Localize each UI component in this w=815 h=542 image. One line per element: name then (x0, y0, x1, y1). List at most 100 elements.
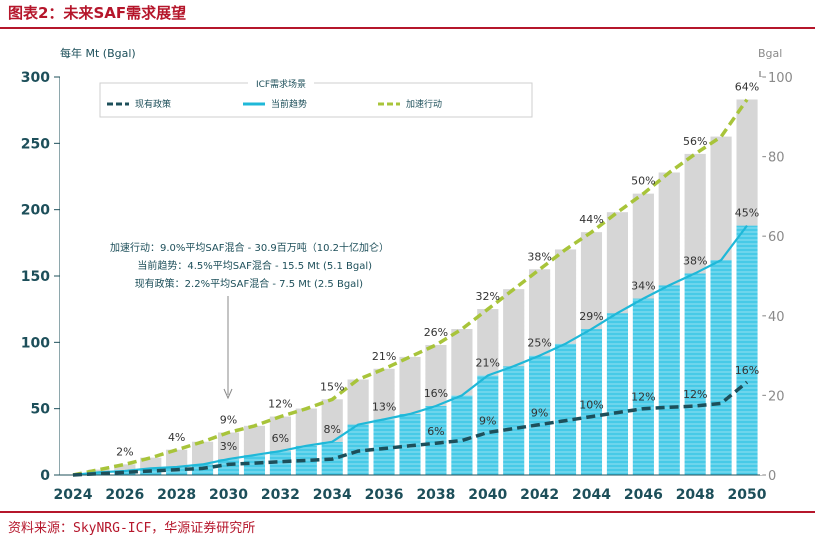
bar-accelerate-top (399, 356, 421, 414)
x-tick-label: 2044 (572, 487, 611, 503)
x-tick-label: 2026 (105, 487, 144, 503)
bar-gap (653, 77, 659, 475)
label-current: 45% (735, 207, 759, 220)
y-tick-label: 150 (21, 269, 50, 285)
bar-current (684, 273, 706, 475)
bar-gap (628, 77, 633, 475)
top-rule (0, 27, 815, 29)
x-tick-label: 2038 (416, 487, 455, 503)
annotation-line: 当前趋势：4.5%平均SAF混合 - 15.5 Mt (5.1 Bgal) (137, 259, 372, 272)
bar-accelerate-top (580, 232, 603, 330)
bar-gap (757, 77, 763, 475)
bar-gap (316, 77, 322, 475)
bar-gap (187, 77, 192, 475)
label-policy: 9% (531, 407, 548, 420)
bar-current (736, 225, 758, 475)
legend-box (99, 82, 533, 118)
bar-gap (550, 77, 555, 475)
label-current: 3% (220, 440, 237, 453)
bar-accelerate-top (425, 344, 447, 407)
label-accelerate: 32% (476, 290, 500, 303)
label-policy: 6% (427, 425, 444, 438)
bar-gap (576, 77, 581, 475)
x-tick-label: 2050 (728, 487, 767, 503)
bar-current (710, 260, 732, 475)
bar-accelerate-top (554, 249, 577, 344)
bar-accelerate-top (529, 269, 551, 356)
bar-gap (602, 77, 607, 475)
x-tick-label: 2036 (365, 487, 404, 503)
bar-accelerate-top (606, 212, 629, 314)
label-current: 6% (272, 432, 289, 445)
x-tick-label: 2034 (313, 487, 352, 503)
bar-current (580, 329, 603, 475)
bar-accelerate-top (736, 99, 758, 226)
bar-accelerate-top (88, 469, 110, 473)
bar-current (554, 343, 577, 475)
bar-accelerate-top (451, 329, 473, 396)
bar-gap (368, 77, 374, 475)
bar-current (632, 298, 654, 475)
bar-accelerate-top (684, 153, 706, 274)
line-current (72, 224, 748, 477)
y2-tick-label: 80 (768, 151, 785, 166)
y2-tick-label: 40 (768, 310, 785, 325)
label-current: 29% (579, 310, 603, 323)
y-tick-label: 100 (21, 335, 50, 351)
label-accelerate: 9% (220, 414, 237, 427)
legend-label: 加速行动 (406, 98, 442, 110)
label-policy: 12% (631, 391, 655, 404)
x-tick-label: 2024 (53, 487, 92, 503)
bar-accelerate-top (503, 289, 525, 367)
annotation-line: 现有政策：2.2%平均SAF混合 - 7.5 Mt (2.5 Bgal) (135, 277, 363, 290)
label-accelerate: 26% (424, 326, 448, 339)
bar-accelerate-top (191, 441, 214, 465)
label-policy: 16% (735, 364, 759, 377)
label-current: 16% (424, 387, 448, 400)
label-accelerate: 2% (116, 445, 133, 458)
label-accelerate: 44% (579, 213, 603, 226)
bar-current (425, 406, 447, 475)
y-axis-label: 每年 Mt (Bgal) (60, 46, 136, 60)
y2-axis-label: Bgal (758, 47, 782, 60)
label-current: 25% (527, 337, 551, 350)
x-tick-label: 2048 (676, 487, 715, 503)
y2-tick-label: 20 (768, 389, 785, 404)
bar-current (269, 451, 291, 475)
bar-accelerate-top (166, 449, 188, 468)
annotation-line: 加速行动：9.0%平均SAF混合 - 30.9百万吨（10.2十亿加仑） (110, 241, 389, 254)
bar-accelerate-top (269, 416, 291, 452)
bar-accelerate-top (477, 309, 499, 376)
bar-gap (446, 77, 452, 475)
bar-accelerate-top (217, 432, 240, 460)
label-policy: 12% (683, 388, 707, 401)
line-accelerate (72, 98, 749, 477)
bar-accelerate-top (243, 425, 266, 456)
bar-gap (109, 77, 115, 475)
x-tick-label: 2032 (261, 487, 300, 503)
y2-tick-label: 60 (768, 230, 785, 245)
label-accelerate: 12% (268, 398, 292, 411)
x-tick-label: 2030 (209, 487, 248, 503)
bar-accelerate-top (658, 172, 680, 286)
bar-gap (161, 77, 167, 475)
bottom-rule (0, 511, 815, 513)
bar-gap (213, 77, 218, 475)
label-current: 8% (323, 423, 340, 436)
bar-current (606, 313, 629, 475)
bar-accelerate-top (710, 136, 732, 261)
y2-tick-label: 100 (768, 71, 793, 86)
bar-gap (731, 77, 737, 475)
bar-gap (239, 77, 244, 475)
label-policy: 9% (479, 415, 496, 428)
bar-gap (524, 77, 529, 475)
y-tick-label: 0 (40, 468, 50, 484)
label-accelerate: 56% (683, 135, 707, 148)
bar-accelerate-top (373, 368, 395, 420)
x-tick-label: 2028 (157, 487, 196, 503)
y-tick-label: 50 (31, 402, 51, 418)
y-tick-label: 250 (21, 136, 50, 152)
bar-accelerate-top (632, 193, 654, 299)
bar-current (503, 366, 525, 475)
